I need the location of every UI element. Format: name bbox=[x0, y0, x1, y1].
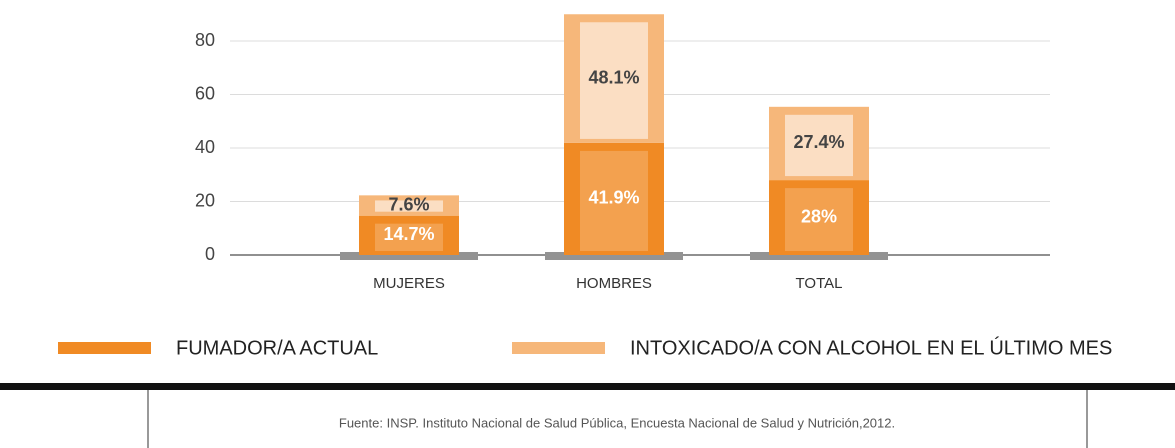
value-label: 14.7% bbox=[383, 224, 434, 244]
legend-swatch bbox=[58, 342, 151, 354]
value-label: 28% bbox=[801, 206, 837, 226]
bar-base bbox=[750, 252, 888, 260]
x-tick-label: HOMBRES bbox=[576, 275, 652, 292]
bar-base bbox=[545, 252, 683, 260]
y-tick-label: 0 bbox=[205, 244, 215, 264]
bar-highlight bbox=[375, 223, 443, 251]
x-tick-label: TOTAL bbox=[796, 275, 843, 292]
bar-highlight bbox=[785, 114, 853, 177]
value-label: 41.9% bbox=[588, 188, 639, 208]
value-label: 7.6% bbox=[388, 194, 429, 214]
value-label: 48.1% bbox=[588, 67, 639, 87]
value-label: 27.4% bbox=[793, 132, 844, 152]
bar-base bbox=[340, 252, 478, 260]
x-tick-label: MUJERES bbox=[373, 275, 445, 292]
divider bbox=[0, 383, 1175, 390]
legend-label: INTOXICADO/A CON ALCOHOL EN EL ÚLTIMO ME… bbox=[630, 336, 1112, 359]
legend-swatch bbox=[512, 342, 605, 354]
bar bbox=[769, 180, 869, 255]
bar bbox=[359, 215, 459, 255]
bar-highlight bbox=[785, 188, 853, 251]
legend-label: FUMADOR/A ACTUAL bbox=[176, 337, 378, 359]
bar-highlight bbox=[580, 150, 648, 251]
y-tick-label: 60 bbox=[195, 83, 215, 103]
bar-highlight bbox=[580, 22, 648, 139]
y-tick-label: 40 bbox=[195, 137, 215, 157]
y-tick-label: 80 bbox=[195, 30, 215, 50]
source: Fuente: INSP. Instituto Nacional de Salu… bbox=[339, 415, 895, 430]
y-tick-label: 20 bbox=[195, 190, 215, 210]
bar-highlight bbox=[375, 200, 443, 212]
bar bbox=[564, 142, 664, 255]
